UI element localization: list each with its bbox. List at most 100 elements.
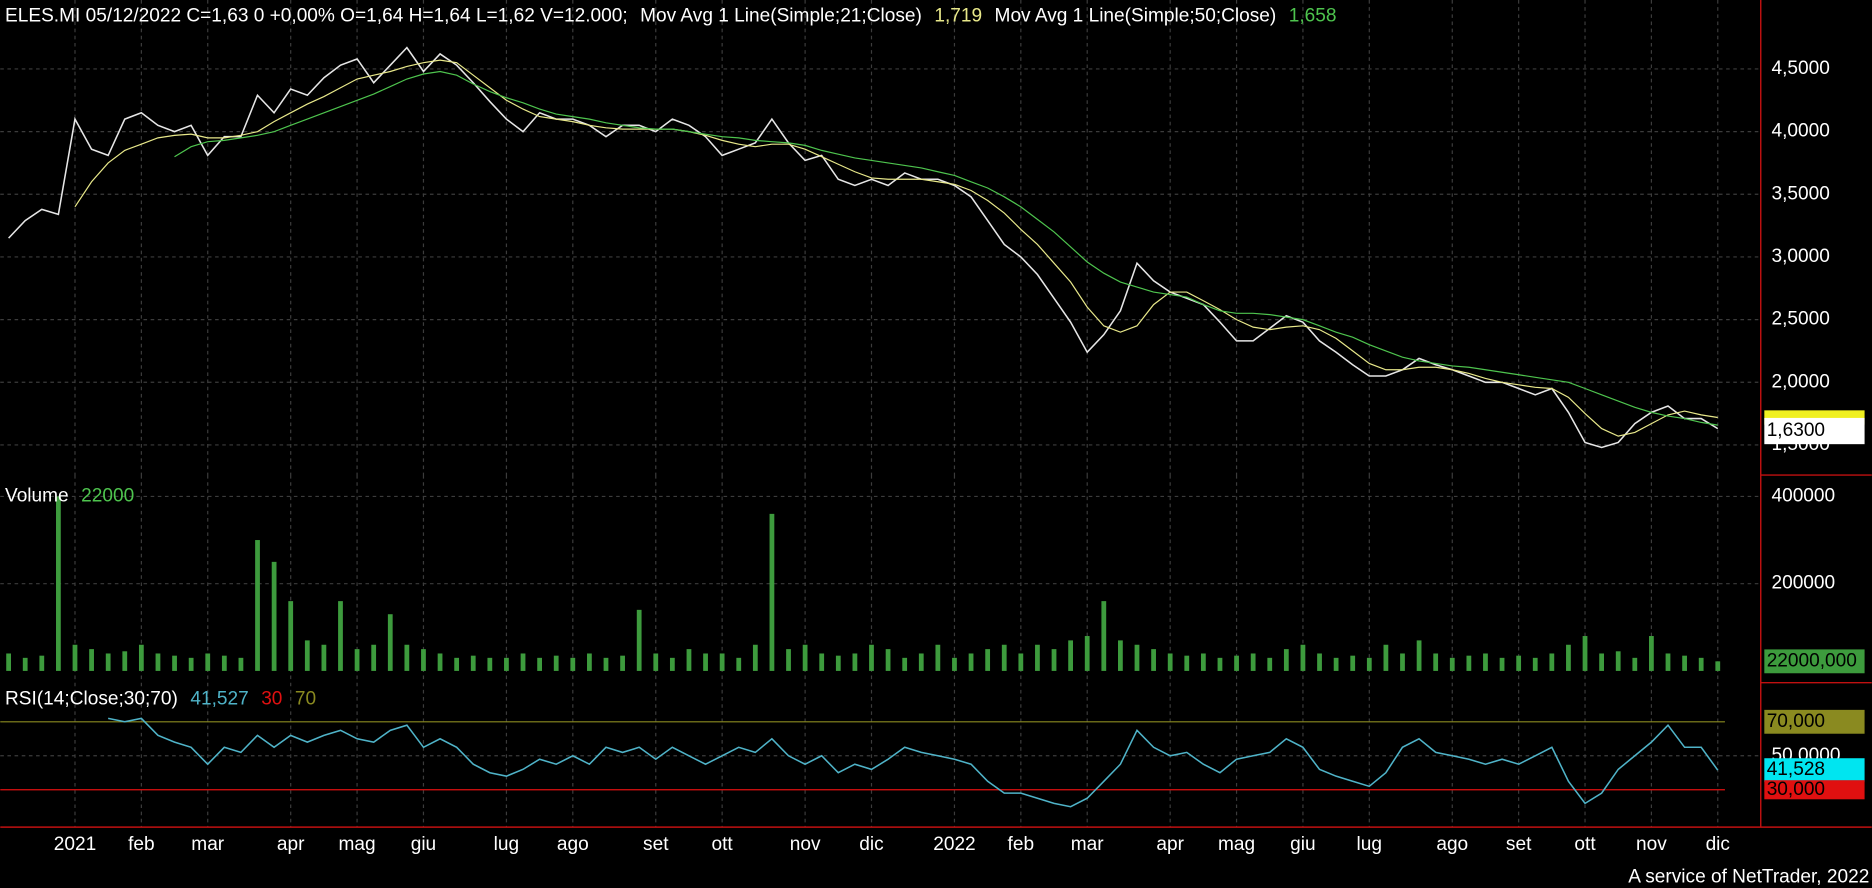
volume-bar bbox=[1018, 653, 1024, 671]
volume-bar bbox=[918, 653, 924, 671]
volume-bar bbox=[1118, 640, 1123, 671]
x-tick-label: nov bbox=[1636, 834, 1667, 855]
series-line bbox=[74, 59, 1718, 437]
x-tick-label: ago bbox=[1436, 834, 1468, 855]
series-line bbox=[108, 717, 1719, 808]
volume-bar bbox=[1499, 657, 1505, 671]
volume-bar bbox=[1134, 644, 1140, 671]
volume-bar bbox=[1383, 644, 1389, 671]
volume-bar bbox=[437, 653, 443, 671]
x-tick-label: set bbox=[1506, 834, 1532, 855]
volume-bar bbox=[89, 649, 94, 671]
threshold-marker bbox=[1764, 709, 1865, 734]
volume-bar bbox=[1101, 601, 1107, 671]
volume-bar bbox=[1317, 653, 1322, 671]
legend-value: 1,658 bbox=[1289, 6, 1337, 27]
volume-bar bbox=[1433, 653, 1439, 671]
volume-bar bbox=[105, 653, 111, 671]
rsi-marker-label: 41,528 bbox=[1767, 759, 1825, 780]
legend-value: 41,527 bbox=[190, 688, 248, 709]
y-tick-label: 4,5000 bbox=[1771, 58, 1829, 79]
volume-bar bbox=[1035, 644, 1040, 671]
volume-bar bbox=[902, 657, 908, 671]
volume-bar bbox=[1084, 636, 1090, 671]
volume-bar bbox=[155, 653, 161, 671]
x-tick-label: giu bbox=[411, 834, 436, 855]
volume-bar bbox=[1649, 636, 1654, 671]
y-tick-label: 2,5000 bbox=[1771, 309, 1829, 330]
volume-bar bbox=[537, 657, 543, 671]
x-tick-label: set bbox=[643, 834, 669, 855]
x-tick-label: mar bbox=[191, 834, 225, 855]
marks bbox=[6, 46, 1721, 808]
volume-bar bbox=[1665, 653, 1671, 671]
volume-bar bbox=[454, 657, 460, 671]
close-marker bbox=[1764, 417, 1865, 445]
volume-bar bbox=[686, 649, 692, 671]
x-tick-label: lug bbox=[494, 834, 519, 855]
volume-bar bbox=[255, 540, 260, 671]
volume-bar bbox=[1516, 655, 1522, 671]
volume-bar bbox=[835, 655, 841, 671]
volume-bar bbox=[653, 653, 659, 671]
volume-bar bbox=[1599, 653, 1605, 671]
legend-name: Mov Avg 1 Line(Simple;21;Close) bbox=[640, 6, 922, 27]
volume-bar bbox=[1068, 640, 1074, 671]
volume-bar bbox=[387, 614, 393, 671]
x-tick-label: 2022 bbox=[933, 834, 975, 855]
volume-bar bbox=[1416, 640, 1422, 671]
x-tick-label: 2021 bbox=[54, 834, 96, 855]
volume-bar bbox=[371, 644, 377, 671]
volume-bar bbox=[1449, 657, 1455, 671]
volume-bar bbox=[819, 653, 825, 671]
x-tick-label: feb bbox=[1008, 834, 1035, 855]
volume-bar bbox=[6, 653, 11, 671]
volume-bar bbox=[802, 644, 808, 671]
x-tick-label: nov bbox=[790, 834, 821, 855]
volume-bar bbox=[238, 657, 244, 671]
x-tick-label: apr bbox=[277, 834, 305, 855]
close-marker-label: 1,6300 bbox=[1767, 420, 1825, 441]
volume-bar bbox=[321, 644, 327, 671]
volume-bar bbox=[968, 653, 974, 671]
volume-bar bbox=[205, 653, 211, 671]
volume-bar bbox=[1466, 655, 1472, 671]
volume-bar bbox=[620, 655, 625, 671]
volume-bar bbox=[1566, 644, 1571, 671]
volume-bar bbox=[338, 601, 343, 671]
volume-bar bbox=[138, 644, 144, 671]
legend-value: 70 bbox=[295, 688, 316, 709]
volume-bar bbox=[703, 653, 708, 671]
volume-bar bbox=[1532, 657, 1538, 671]
volume-bar bbox=[985, 649, 991, 671]
volume-bar bbox=[869, 644, 874, 671]
volume-marker-label: 22000,000 bbox=[1767, 650, 1857, 671]
volume-bar bbox=[188, 657, 194, 671]
legend-value: 30 bbox=[261, 688, 282, 709]
volume-bar bbox=[22, 657, 28, 671]
volume-bar bbox=[1698, 657, 1704, 671]
volume-bar bbox=[636, 609, 642, 671]
volume-bar bbox=[852, 653, 858, 671]
volume-bar bbox=[122, 651, 128, 671]
legend-name: Mov Avg 1 Line(Simple;50;Close) bbox=[995, 6, 1277, 27]
volume-bar bbox=[1615, 651, 1621, 671]
volume-bar bbox=[504, 657, 509, 671]
x-tick-label: lug bbox=[1357, 834, 1382, 855]
volume-bar bbox=[885, 649, 891, 671]
volume-bar bbox=[1483, 653, 1488, 671]
volume-bar bbox=[786, 649, 791, 671]
volume-bar bbox=[288, 601, 294, 671]
volume-bar bbox=[1234, 655, 1239, 671]
rsi-marker bbox=[1764, 758, 1865, 783]
volume-bar bbox=[1632, 657, 1638, 671]
volume-bar bbox=[1151, 649, 1156, 671]
volume-bar bbox=[1366, 657, 1372, 671]
volume-bar bbox=[1250, 653, 1256, 671]
volume-bar bbox=[769, 513, 775, 671]
x-tick-label: mag bbox=[1218, 834, 1255, 855]
volume-marker bbox=[1764, 649, 1865, 674]
volume-bar bbox=[221, 655, 227, 671]
